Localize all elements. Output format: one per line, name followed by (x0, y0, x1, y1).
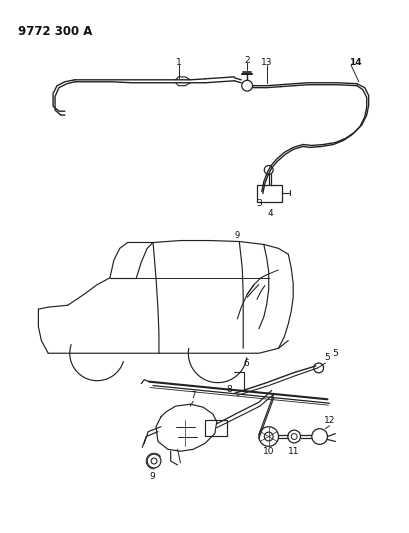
Text: 13: 13 (261, 58, 272, 67)
Bar (256, 184, 282, 203)
Text: 6: 6 (243, 359, 248, 368)
Text: 9772 300 A: 9772 300 A (18, 25, 92, 38)
Text: 5: 5 (324, 353, 330, 362)
Text: 2: 2 (244, 56, 249, 64)
Text: 9: 9 (149, 472, 155, 481)
Text: 5: 5 (332, 349, 337, 358)
Text: 7: 7 (190, 391, 196, 400)
Text: 4: 4 (267, 208, 273, 217)
Text: 12: 12 (323, 416, 334, 425)
Text: 8: 8 (226, 385, 232, 394)
Text: 1: 1 (175, 58, 181, 67)
Text: 10: 10 (262, 447, 274, 456)
Bar (204, 420, 226, 435)
Text: 14: 14 (348, 58, 360, 67)
Text: 11: 11 (288, 447, 299, 456)
Text: 9: 9 (234, 231, 239, 240)
Text: 3: 3 (255, 199, 261, 208)
